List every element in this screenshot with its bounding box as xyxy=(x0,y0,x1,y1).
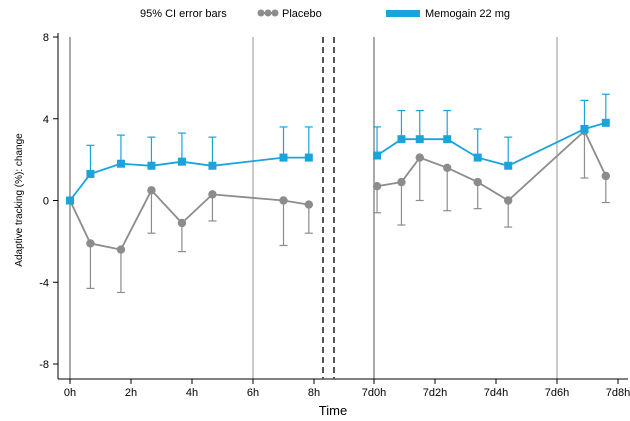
data-point-memogain xyxy=(177,157,186,166)
data-point-placebo xyxy=(208,190,217,199)
legend: 95% CI error bars Placebo Memogain 22 mg xyxy=(140,8,510,20)
data-point-placebo xyxy=(304,200,314,209)
legend-memogain-marker xyxy=(386,10,420,17)
data-point-placebo xyxy=(601,171,610,181)
y-ticks: 8 4 0 -4 -8 xyxy=(39,32,58,371)
data-point-placebo xyxy=(86,239,95,248)
x-tick-label: 7d8h xyxy=(606,387,630,399)
x-tick-label: 7d0h xyxy=(362,387,386,399)
data-point-memogain xyxy=(397,135,406,144)
data-point-memogain xyxy=(601,118,610,127)
series-placebo xyxy=(65,126,610,294)
axes xyxy=(57,33,628,380)
data-point-memogain xyxy=(208,161,217,170)
data-point-memogain xyxy=(147,161,156,170)
x-tick-label: 4h xyxy=(186,387,198,399)
data-point-memogain xyxy=(86,169,95,178)
series-line-memogain xyxy=(376,121,607,167)
data-point-placebo xyxy=(147,186,156,195)
x-tick-label: 7d4h xyxy=(484,387,508,399)
series-group xyxy=(65,93,610,294)
vertical-grid-lines xyxy=(69,37,558,379)
data-point-placebo xyxy=(415,153,424,162)
data-point-placebo xyxy=(279,196,288,205)
y-tick-label: -8 xyxy=(39,359,49,371)
legend-ci-label: 95% CI error bars xyxy=(140,8,227,20)
data-point-placebo xyxy=(177,218,187,228)
data-point-memogain xyxy=(116,159,125,168)
data-point-memogain xyxy=(580,124,589,133)
data-point-memogain xyxy=(279,153,288,162)
y-tick-label: 0 xyxy=(43,196,49,208)
data-point-memogain xyxy=(373,151,382,160)
series-memogain xyxy=(66,93,610,205)
series-line-placebo xyxy=(69,188,309,251)
y-axis-title: Adaptive tracking (%): change xyxy=(14,133,25,267)
legend-placebo-label: Placebo xyxy=(282,8,322,20)
y-tick-label: 8 xyxy=(43,32,49,44)
data-point-memogain xyxy=(304,153,313,162)
x-tick-label: 8h xyxy=(308,387,320,399)
y-tick-label: 4 xyxy=(43,114,49,126)
x-tick-label: 6h xyxy=(247,387,259,399)
legend-placebo-marker xyxy=(257,9,279,17)
x-axis-title: Time xyxy=(319,403,347,418)
data-point-memogain xyxy=(443,135,452,144)
x-tick-label: 2h xyxy=(125,387,137,399)
y-tick-label: -4 xyxy=(39,277,49,289)
series-line-placebo xyxy=(376,129,607,202)
axis-break xyxy=(322,37,335,379)
data-point-placebo xyxy=(372,181,382,191)
data-point-memogain xyxy=(66,196,74,205)
data-point-memogain xyxy=(504,161,513,170)
data-point-placebo xyxy=(504,196,513,205)
data-point-memogain xyxy=(473,153,482,162)
data-point-placebo xyxy=(116,245,126,254)
data-point-placebo xyxy=(473,177,482,187)
data-point-memogain xyxy=(415,135,424,144)
x-tick-label: 0h xyxy=(64,387,76,399)
legend-memogain-label: Memogain 22 mg xyxy=(425,8,510,20)
data-point-placebo xyxy=(397,177,406,187)
x-tick-label: 7d2h xyxy=(423,387,447,399)
series-line-memogain xyxy=(69,156,309,202)
x-ticks: 0h 2h 4h 6h 8h 7d0h 7d2h 7d4h 7d6h 7d8h xyxy=(64,379,630,399)
x-tick-label: 7d6h xyxy=(545,387,569,399)
data-point-placebo xyxy=(443,163,452,172)
